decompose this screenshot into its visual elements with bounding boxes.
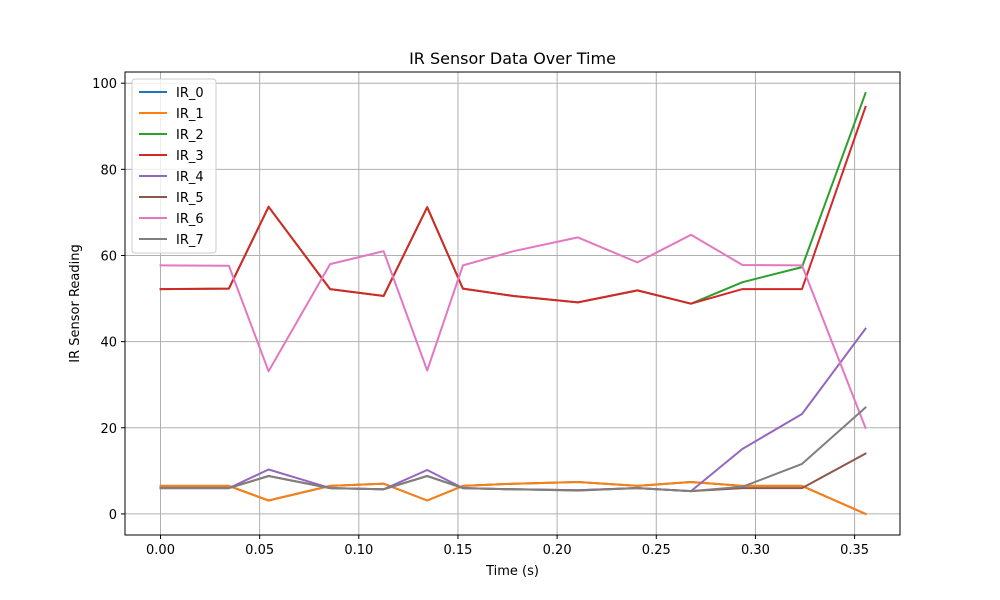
series-line-ir-3 bbox=[159, 105, 867, 305]
x-tick-label: 0.25 bbox=[642, 543, 671, 558]
plot-frame bbox=[124, 71, 901, 536]
legend-label: IR_2 bbox=[176, 128, 204, 143]
y-tick-label: 20 bbox=[100, 422, 117, 437]
legend-label: IR_0 bbox=[176, 86, 204, 101]
series-line-ir-1 bbox=[159, 481, 867, 516]
x-axis-label: Time (s) bbox=[485, 564, 539, 579]
series-line-ir-6 bbox=[159, 233, 867, 430]
y-tick-label: 40 bbox=[100, 336, 117, 351]
y-tick-label: 100 bbox=[92, 77, 117, 92]
grid bbox=[125, 72, 900, 535]
legend-label: IR_3 bbox=[176, 149, 204, 164]
x-tick-label: 0.05 bbox=[245, 543, 274, 558]
legend-label: IR_5 bbox=[176, 191, 204, 206]
series-lines bbox=[159, 91, 867, 516]
x-tick-label: 0.20 bbox=[543, 543, 572, 558]
legend-label: IR_1 bbox=[176, 107, 204, 122]
chart-title: IR Sensor Data Over Time bbox=[409, 49, 616, 68]
x-tick-label: 0.15 bbox=[443, 543, 472, 558]
legend-label: IR_4 bbox=[176, 170, 204, 185]
x-tick-label: 0.35 bbox=[840, 543, 869, 558]
legend: IR_0 IR_1 IR_2 IR_3 IR_4 IR_5 IR_6 IR_7 bbox=[131, 78, 217, 254]
x-tick-label: 0.30 bbox=[741, 543, 770, 558]
legend-label: IR_7 bbox=[176, 233, 204, 248]
y-axis-label: IR Sensor Reading bbox=[68, 244, 83, 362]
y-tick-label: 60 bbox=[100, 249, 117, 264]
x-tick-label: 0.00 bbox=[146, 543, 175, 558]
ticks: 0.00 0.05 0.10 0.15 0.20 0.25 0.30 0.35 0 20 40 60 8… bbox=[92, 77, 869, 558]
y-tick-label: 0 bbox=[109, 508, 117, 523]
legend-label: IR_6 bbox=[176, 212, 204, 227]
x-tick-label: 0.10 bbox=[344, 543, 373, 558]
legend-box bbox=[131, 78, 217, 254]
y-tick-label: 80 bbox=[100, 163, 117, 178]
series-line-ir-7 bbox=[159, 406, 867, 493]
